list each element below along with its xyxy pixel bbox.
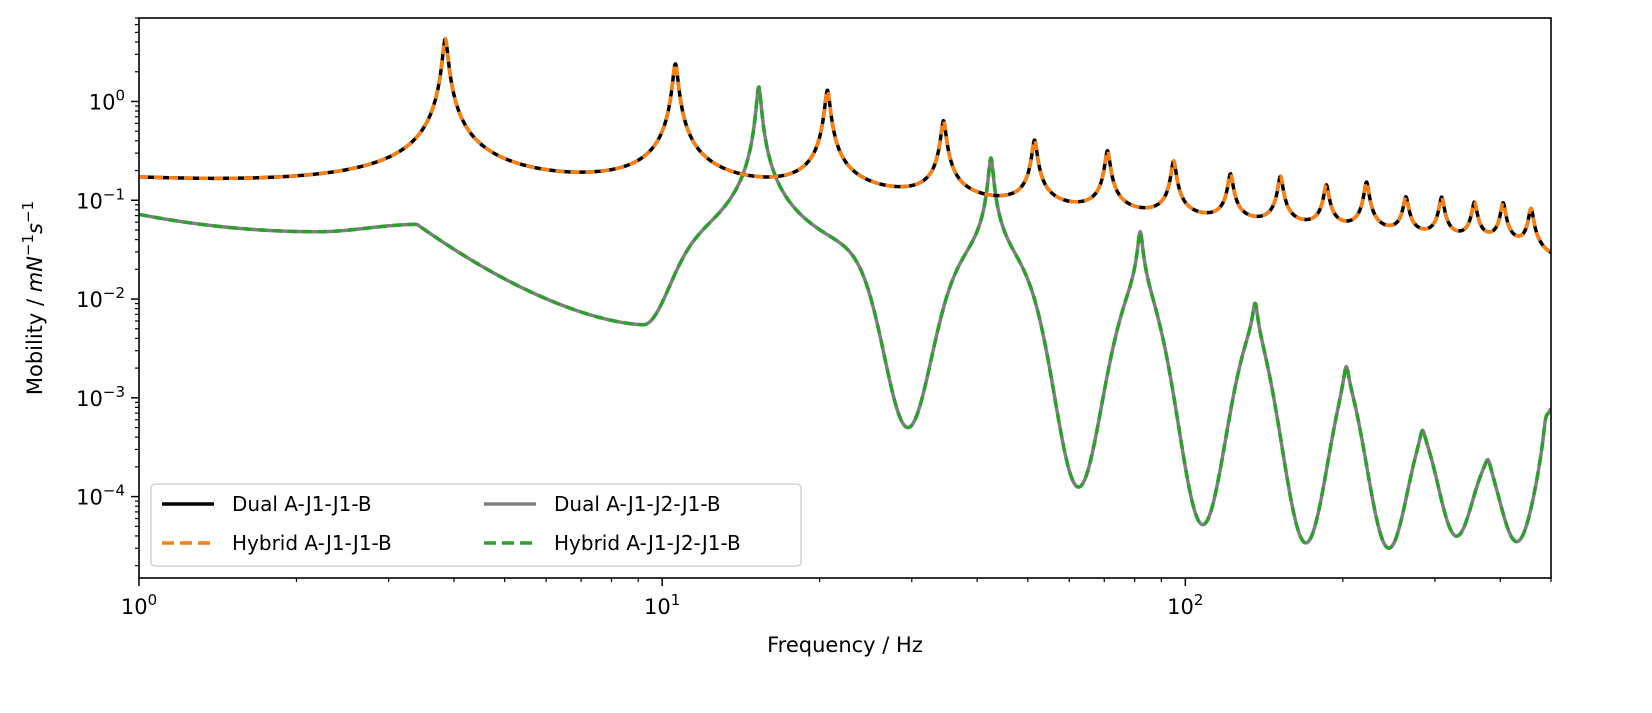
series-line-hybrid-a-j1-j1-b	[139, 37, 1551, 255]
x-tick-label: 102	[1167, 591, 1203, 619]
plot-frame	[138, 17, 1552, 579]
legend-label-dual-j2: Dual A-J1-J2-J1-B	[554, 492, 721, 516]
series-layer	[139, 37, 1551, 550]
y-axis-label: Mobility / mN−1s−1	[19, 201, 47, 395]
series-line-dual-a-j1-j2-j1-b	[139, 85, 1551, 550]
legend-label-hybrid-j1: Hybrid A-J1-J1-B	[232, 531, 392, 555]
legend-label-hybrid-j2: Hybrid A-J1-J2-J1-B	[554, 531, 741, 555]
legend-box	[150, 483, 802, 567]
x-axis: 100 101 102	[121, 578, 1552, 619]
legend-label-dual-j1: Dual A-J1-J1-B	[232, 492, 372, 516]
y-tick-label: 10−1	[76, 185, 125, 213]
x-tick-label: 100	[121, 591, 157, 619]
x-axis-label: Frequency / Hz	[767, 633, 923, 657]
y-tick-label: 10−3	[76, 383, 125, 411]
y-tick-label: 10−2	[76, 284, 125, 312]
y-tick-label: 10−4	[76, 482, 125, 510]
legend: Dual A-J1-J1-B Hybrid A-J1-J1-B Dual A-J…	[150, 483, 802, 567]
x-tick-label: 101	[644, 591, 680, 619]
series-line-hybrid-a-j1-j2-j1-b	[139, 85, 1551, 550]
y-tick-label: 100	[89, 86, 125, 114]
y-axis: 100 10−1 10−2 10−3 10−4	[76, 17, 139, 567]
